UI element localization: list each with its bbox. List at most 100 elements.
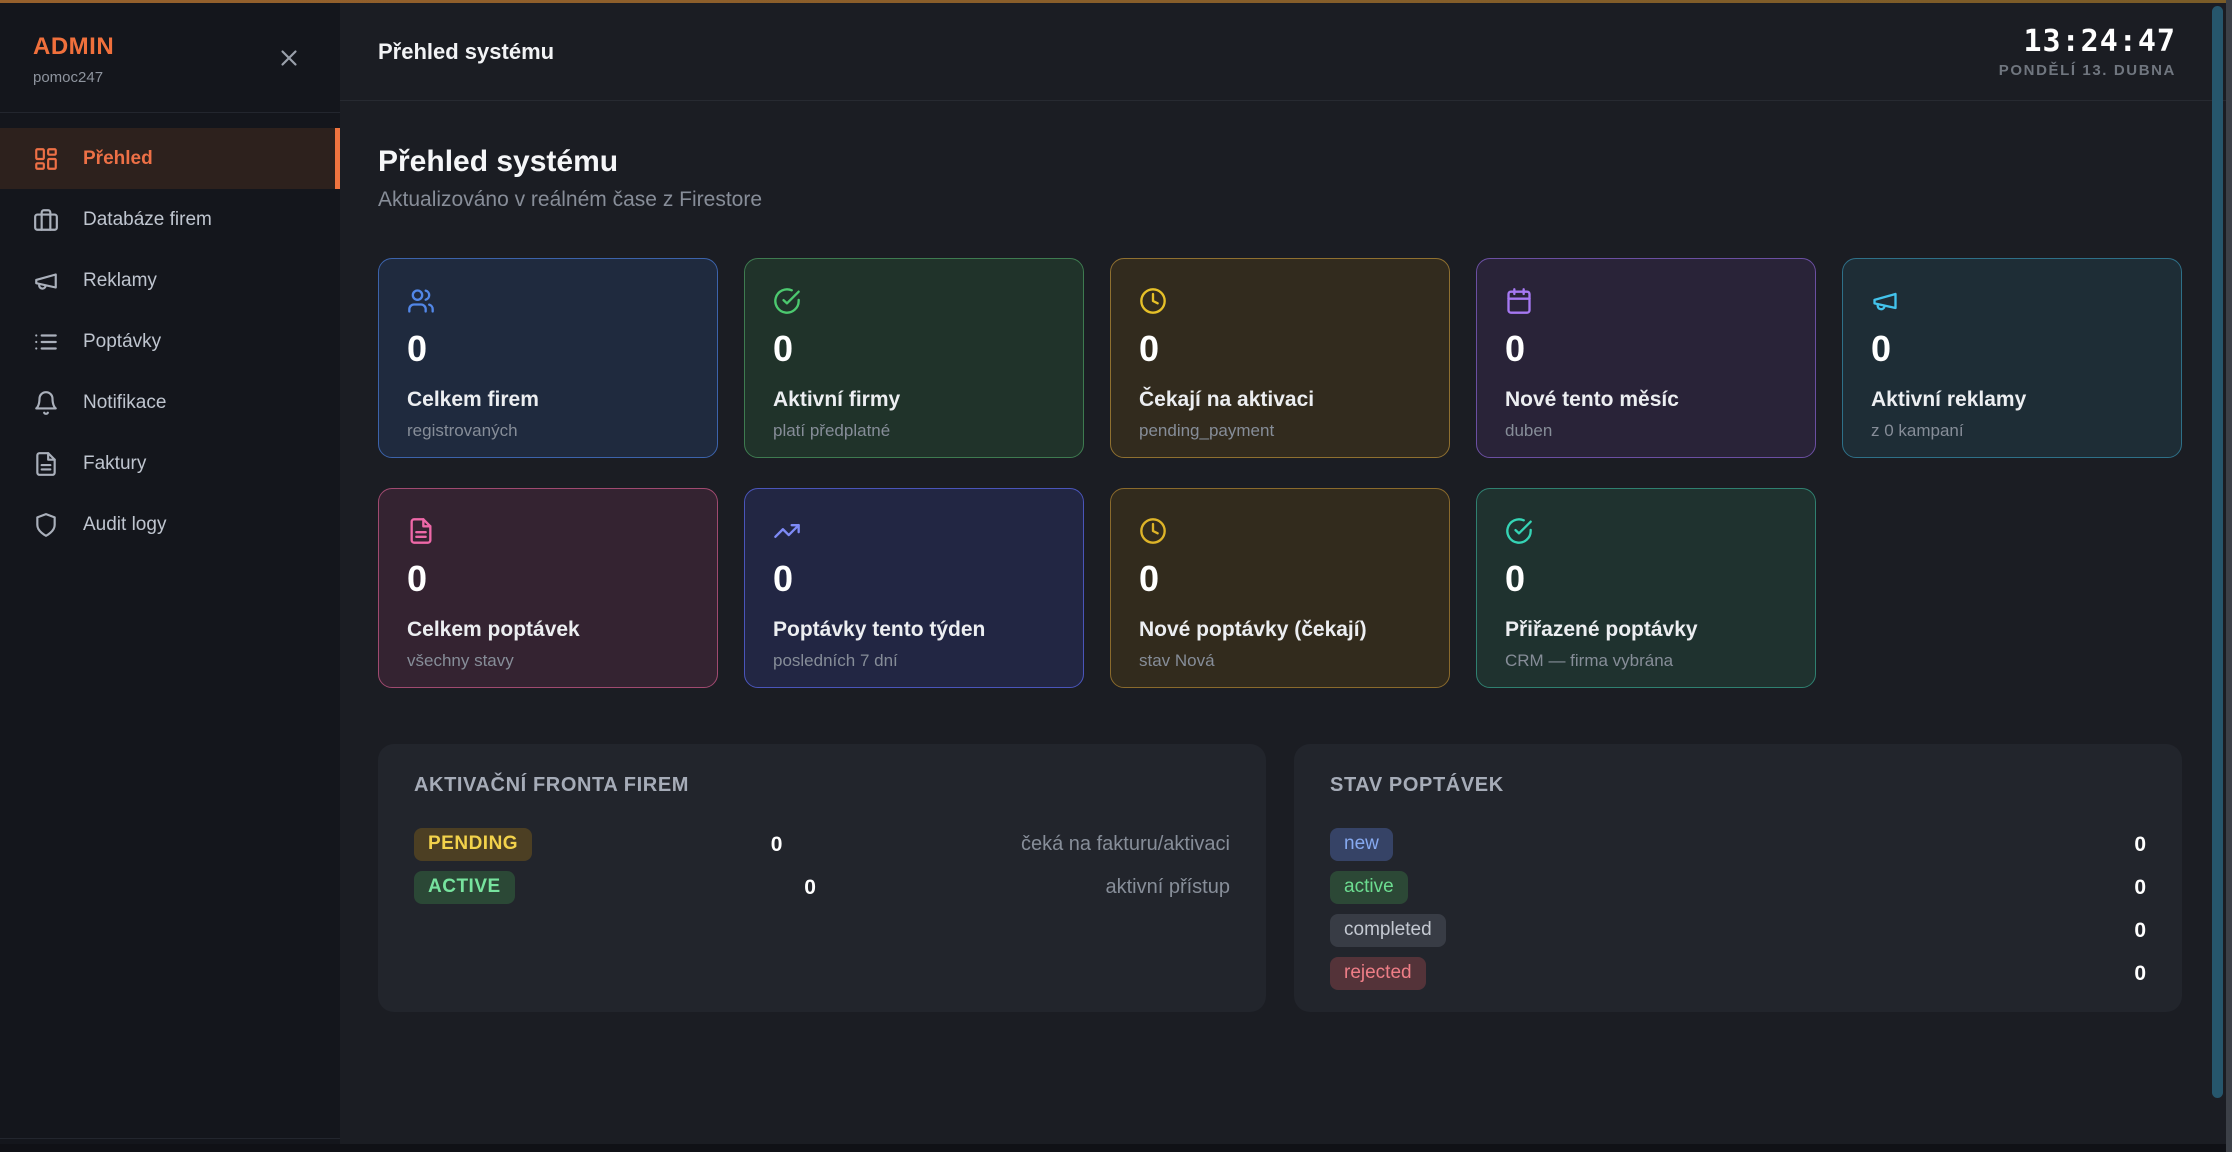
window-bottom-edge <box>0 1144 2226 1152</box>
sidebar-item-label: Poptávky <box>83 331 161 353</box>
bell-icon <box>33 390 59 416</box>
stat-sublabel: registrovaných <box>407 421 689 441</box>
stat-value: 0 <box>1139 331 1421 367</box>
shield-icon <box>33 512 59 538</box>
dashboard-content: Přehled systému Aktualizováno v reálném … <box>340 101 2232 1152</box>
row-description: aktivní přístup <box>1105 876 1230 899</box>
stat-label: Aktivní firmy <box>773 388 1055 412</box>
panel-title: AKTIVAČNÍ FRONTA FIREM <box>414 774 1230 797</box>
stat-card-nove-poptavky: 0 Nové poptávky (čekají) stav Nová <box>1110 488 1450 688</box>
sidebar-item-poptavky[interactable]: Poptávky <box>0 311 340 372</box>
row-value: 0 <box>532 833 1021 857</box>
sidebar-item-label: Reklamy <box>83 270 157 292</box>
stat-label: Nové poptávky (čekají) <box>1139 618 1421 642</box>
megaphone-icon <box>33 268 59 294</box>
header-title: Přehled systému <box>378 39 554 65</box>
sidebar-item-notifikace[interactable]: Notifikace <box>0 372 340 433</box>
status-badge: ACTIVE <box>414 871 515 904</box>
demand-status-panel: STAV POPTÁVEK new 0 active 0 <box>1294 744 2182 1012</box>
sidebar-item-faktury[interactable]: Faktury <box>0 433 340 494</box>
close-icon <box>276 45 302 76</box>
status-badge: active <box>1330 871 1408 904</box>
clock-icon <box>1139 287 1167 315</box>
sidebar-item-reklamy[interactable]: Reklamy <box>0 250 340 311</box>
sidebar-item-label: Databáze firem <box>83 209 212 231</box>
trending-up-icon <box>773 517 801 545</box>
stat-label: Nové tento měsíc <box>1505 388 1787 412</box>
main-area: Přehled systému 13:24:47 PONDĚLÍ 13. DUB… <box>340 3 2232 1152</box>
sidebar-header: ADMIN pomoc247 <box>0 3 340 113</box>
activation-row-active: ACTIVE 0 aktivní přístup <box>414 866 1230 909</box>
sidebar-item-audit-logy[interactable]: Audit logy <box>0 494 340 555</box>
bottom-panels: AKTIVAČNÍ FRONTA FIREM PENDING 0 čeká na… <box>378 744 2202 1012</box>
status-row-new: new 0 <box>1330 823 2146 866</box>
briefcase-icon <box>33 207 59 233</box>
window-right-edge <box>2226 0 2232 1152</box>
status-badge: rejected <box>1330 957 1426 990</box>
invoice-icon <box>33 451 59 477</box>
check-circle-icon <box>773 287 801 315</box>
sidebar-item-databaze-firem[interactable]: Databáze firem <box>0 189 340 250</box>
check-circle-icon <box>1505 517 1533 545</box>
date: PONDĚLÍ 13. DUBNA <box>1999 62 2176 79</box>
row-value: 0 <box>2134 962 2146 986</box>
top-header: Přehled systému 13:24:47 PONDĚLÍ 13. DUB… <box>340 3 2232 101</box>
stat-sublabel: posledních 7 dní <box>773 651 1055 671</box>
stat-sublabel: CRM — firma vybrána <box>1505 651 1787 671</box>
stat-sublabel: pending_payment <box>1139 421 1421 441</box>
stat-label: Celkem poptávek <box>407 618 689 642</box>
row-value: 0 <box>2134 919 2146 943</box>
status-badge: completed <box>1330 914 1446 947</box>
sidebar-item-label: Faktury <box>83 453 146 475</box>
file-text-icon <box>407 517 435 545</box>
stat-label: Poptávky tento týden <box>773 618 1055 642</box>
stat-value: 0 <box>1505 331 1787 367</box>
status-row-active: active 0 <box>1330 866 2146 909</box>
stat-label: Čekají na aktivaci <box>1139 388 1421 412</box>
calendar-icon <box>1505 287 1533 315</box>
stat-value: 0 <box>407 331 689 367</box>
sidebar-item-label: Audit logy <box>83 514 166 536</box>
stat-label: Přiřazené poptávky <box>1505 618 1787 642</box>
stat-sublabel: stav Nová <box>1139 651 1421 671</box>
app-subtitle: pomoc247 <box>33 69 307 86</box>
sidebar: ADMIN pomoc247 Přehled <box>0 3 340 1152</box>
header-clock-block: 13:24:47 PONDĚLÍ 13. DUBNA <box>1999 24 2176 79</box>
status-badge: PENDING <box>414 828 532 861</box>
stat-card-aktivni-reklamy: 0 Aktivní reklamy z 0 kampaní <box>1842 258 2182 458</box>
stat-value: 0 <box>1505 561 1787 597</box>
stat-value: 0 <box>773 331 1055 367</box>
page-subtitle: Aktualizováno v reálném čase z Firestore <box>378 188 2202 212</box>
scrollbar-thumb[interactable] <box>2212 6 2223 1098</box>
app-title: ADMIN <box>33 33 307 61</box>
row-value: 0 <box>515 876 1106 900</box>
stat-cards-row-1: 0 Celkem firem registrovaných 0 Aktivní … <box>378 258 2202 458</box>
clock-icon <box>1139 517 1167 545</box>
panel-title: STAV POPTÁVEK <box>1330 774 2146 797</box>
stat-card-aktivni-firmy: 0 Aktivní firmy platí předplatné <box>744 258 1084 458</box>
megaphone-icon <box>1871 287 1899 315</box>
stat-value: 0 <box>1871 331 2153 367</box>
status-badge: new <box>1330 828 1393 861</box>
status-row-completed: completed 0 <box>1330 909 2146 952</box>
stat-card-prirazene-poptavky: 0 Přiřazené poptávky CRM — firma vybrána <box>1476 488 1816 688</box>
stat-card-poptavky-tento-tyden: 0 Poptávky tento týden posledních 7 dní <box>744 488 1084 688</box>
stat-label: Celkem firem <box>407 388 689 412</box>
activation-queue-panel: AKTIVAČNÍ FRONTA FIREM PENDING 0 čeká na… <box>378 744 1266 1012</box>
users-icon <box>407 287 435 315</box>
sidebar-nav: Přehled Databáze firem Reklamy <box>0 113 340 555</box>
list-icon <box>33 329 59 355</box>
stat-card-celkem-poptavek: 0 Celkem poptávek všechny stavy <box>378 488 718 688</box>
sidebar-item-label: Přehled <box>83 148 153 170</box>
stat-value: 0 <box>773 561 1055 597</box>
close-sidebar-button[interactable] <box>274 45 304 75</box>
dashboard-icon <box>33 146 59 172</box>
status-row-rejected: rejected 0 <box>1330 952 2146 995</box>
stat-card-celkem-firem: 0 Celkem firem registrovaných <box>378 258 718 458</box>
stat-card-nove-tento-mesic: 0 Nové tento měsíc duben <box>1476 258 1816 458</box>
admin-dashboard-screen: ADMIN pomoc247 Přehled <box>0 0 2232 1152</box>
stat-sublabel: duben <box>1505 421 1787 441</box>
sidebar-item-prehled[interactable]: Přehled <box>0 128 340 189</box>
stat-value: 0 <box>407 561 689 597</box>
stat-sublabel: z 0 kampaní <box>1871 421 2153 441</box>
